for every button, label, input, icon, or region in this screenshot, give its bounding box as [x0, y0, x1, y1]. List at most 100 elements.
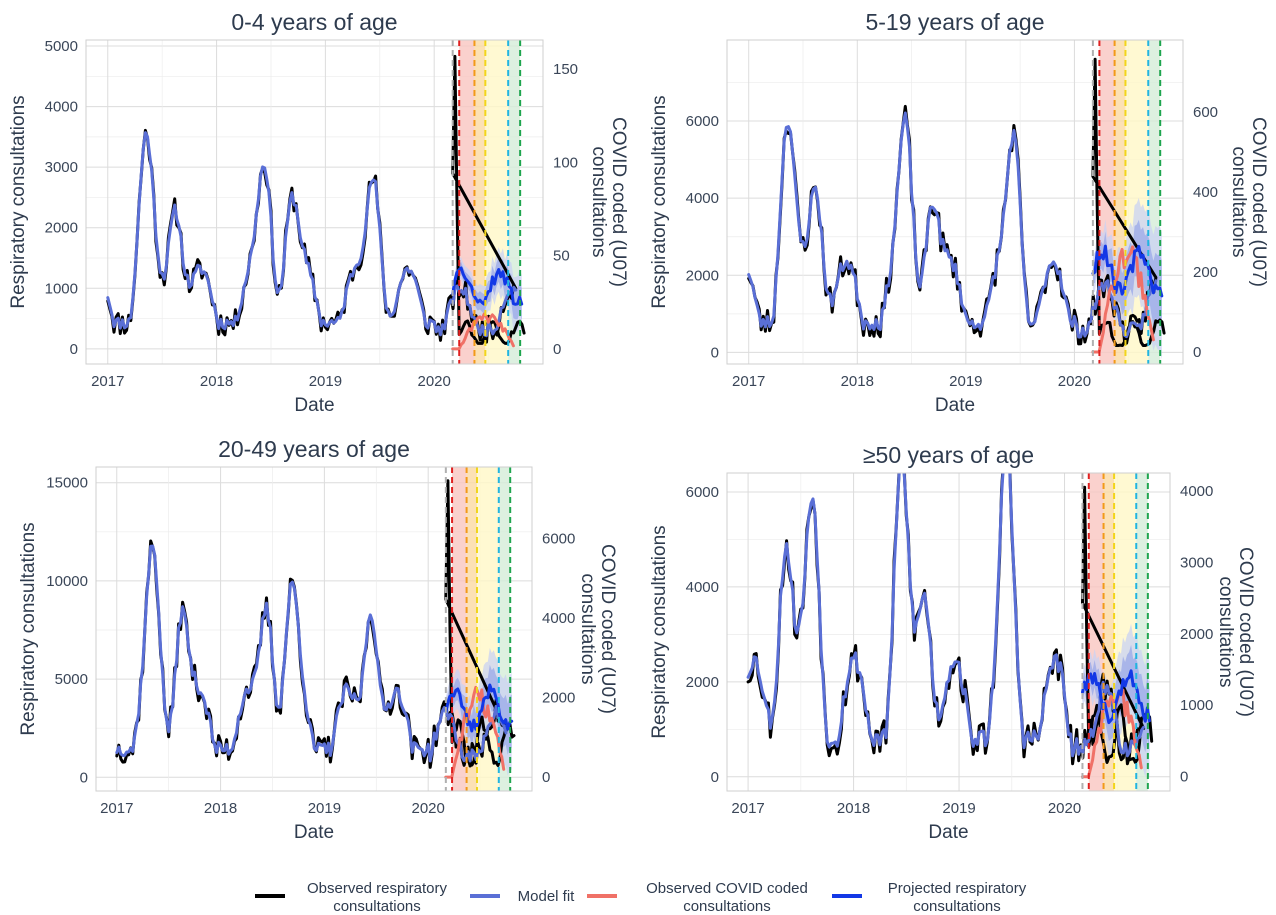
- plot-frame: [726, 472, 1171, 792]
- x-axis-label: Date: [928, 822, 968, 843]
- x-axis-label: Date: [935, 395, 975, 416]
- chart-title: 20-49 years of age: [218, 436, 410, 462]
- x-axis-label: Date: [294, 822, 334, 843]
- y2-axis-label-line: consultations: [1228, 147, 1249, 258]
- y-axis-label: Respiratory consultations: [649, 95, 670, 308]
- x-tick-label: 2017: [100, 800, 133, 817]
- y-tick-label: 5000: [45, 38, 78, 55]
- y-axis-label: Respiratory consultations: [8, 95, 29, 308]
- x-tick-label: 2017: [732, 373, 765, 390]
- plot-area: [747, 40, 1166, 364]
- period-shade: [474, 40, 486, 364]
- x-tick-label: 2019: [309, 373, 342, 390]
- projected-respiratory-line: [1081, 669, 1151, 725]
- y-tick-label: 4000: [45, 99, 78, 116]
- y2-axis-label-line: COVID coded (U07): [1235, 547, 1256, 717]
- legend-label: Projected respiratory: [888, 880, 1027, 897]
- y-tick-label: 4000: [686, 190, 719, 207]
- x-tick-label: 2017: [731, 800, 764, 817]
- y-tick-label: 0: [711, 769, 719, 786]
- x-tick-label: 2020: [412, 800, 445, 817]
- plot-area: [746, 473, 1154, 791]
- x-tick-label: 2019: [308, 800, 341, 817]
- plot-area: [115, 467, 516, 791]
- projected-respiratory-line: [1091, 244, 1164, 298]
- period-shade: [1099, 40, 1115, 364]
- legend-label: consultations: [683, 898, 771, 915]
- y-axis-label: Respiratory consultations: [649, 525, 670, 738]
- x-axis-label: Date: [294, 395, 334, 416]
- y-tick-label: 0: [711, 344, 719, 361]
- x-tick-label: 2018: [841, 373, 874, 390]
- y2-axis-label-line: COVID coded (U07): [1248, 117, 1269, 287]
- plot-frame: [95, 466, 533, 792]
- y-tick-label: 4000: [686, 579, 719, 596]
- period-shade: [1136, 473, 1148, 791]
- y2-tick-label: 2000: [542, 690, 575, 707]
- y2-tick-label: 600: [1193, 104, 1218, 121]
- model-fit-line: [115, 544, 508, 763]
- period-shade: [508, 40, 521, 364]
- y2-tick-label: 4000: [1180, 483, 1213, 500]
- y2-tick-label: 0: [542, 769, 550, 786]
- legend-label: Observed COVID coded: [646, 880, 808, 897]
- y2-tick-label: 1000: [1180, 697, 1213, 714]
- period-shade: [1103, 473, 1115, 791]
- x-tick-label: 2020: [1048, 800, 1081, 817]
- x-tick-label: 2020: [1058, 373, 1091, 390]
- y2-axis-label-line: COVID coded (U07): [608, 117, 629, 287]
- y2-tick-label: 4000: [542, 610, 575, 627]
- y2-tick-label: 50: [553, 248, 570, 265]
- legend-label: Model fit: [518, 888, 576, 905]
- plot-area: [106, 40, 526, 364]
- plot-frame: [726, 39, 1184, 365]
- projected-respiratory-line: [451, 266, 524, 306]
- y2-tick-label: 3000: [1180, 554, 1213, 571]
- y2-tick-label: 150: [553, 61, 578, 78]
- x-tick-label: 2018: [200, 373, 233, 390]
- y-tick-label: 15000: [46, 475, 88, 492]
- y-tick-label: 3000: [45, 159, 78, 176]
- chart-title: 0-4 years of age: [231, 9, 397, 35]
- y-tick-label: 5000: [55, 671, 88, 688]
- period-shade: [498, 467, 511, 791]
- period-shade: [466, 467, 477, 791]
- y2-axis-label-line: consultations: [577, 574, 598, 685]
- y2-tick-label: 200: [1193, 264, 1218, 281]
- plot-frame: [85, 39, 544, 365]
- y-tick-label: 1000: [45, 280, 78, 297]
- y2-axis-label-line: COVID coded (U07): [597, 544, 618, 714]
- y-tick-label: 6000: [686, 484, 719, 501]
- legend-item-2: Model fit: [470, 888, 575, 905]
- y-tick-label: 2000: [45, 220, 78, 237]
- chart-panel-3: 20-49 years of age 0 5000 10000 15000 0 2000 40…: [18, 436, 618, 843]
- x-tick-label: 2020: [418, 373, 451, 390]
- y-tick-label: 10000: [46, 573, 88, 590]
- chart-panel-4: ≥50 years of age 0 2000 4000 6000 0 1000 2000 30…: [649, 442, 1256, 843]
- y-tick-label: 0: [70, 341, 78, 358]
- covid-coded-line: [1081, 688, 1143, 779]
- chart-title: 5-19 years of age: [865, 9, 1044, 35]
- y-tick-label: 2000: [686, 267, 719, 284]
- projected-respiratory-line: [444, 683, 514, 733]
- period-shade: [1114, 40, 1126, 364]
- x-tick-label: 2017: [91, 373, 124, 390]
- y2-tick-label: 0: [1180, 769, 1188, 786]
- chart-panels: 0-4 years of age010002000300040005000050…: [8, 9, 1269, 843]
- model-fit-line: [106, 131, 518, 338]
- covid-coded-line: [451, 312, 515, 351]
- y2-tick-label: 0: [553, 341, 561, 358]
- model-fit-line: [747, 111, 1158, 339]
- y-tick-label: 0: [80, 769, 88, 786]
- period-shade: [1148, 40, 1161, 364]
- y2-tick-label: 0: [1193, 344, 1201, 361]
- legend-label: consultations: [913, 898, 1001, 915]
- chart-panel-2: 5-19 years of age 0 2000 4000 6000 0 200 400 600…: [649, 9, 1269, 416]
- y-tick-label: 6000: [686, 113, 719, 130]
- chart-title: ≥50 years of age: [863, 442, 1034, 468]
- covid-coded-line: [1091, 245, 1155, 354]
- y2-tick-label: 2000: [1180, 626, 1213, 643]
